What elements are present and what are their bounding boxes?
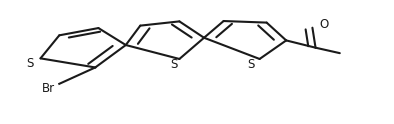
Text: S: S	[26, 57, 33, 70]
Text: S: S	[170, 58, 177, 71]
Text: S: S	[247, 58, 255, 71]
Text: O: O	[320, 18, 329, 31]
Text: Br: Br	[42, 82, 55, 95]
